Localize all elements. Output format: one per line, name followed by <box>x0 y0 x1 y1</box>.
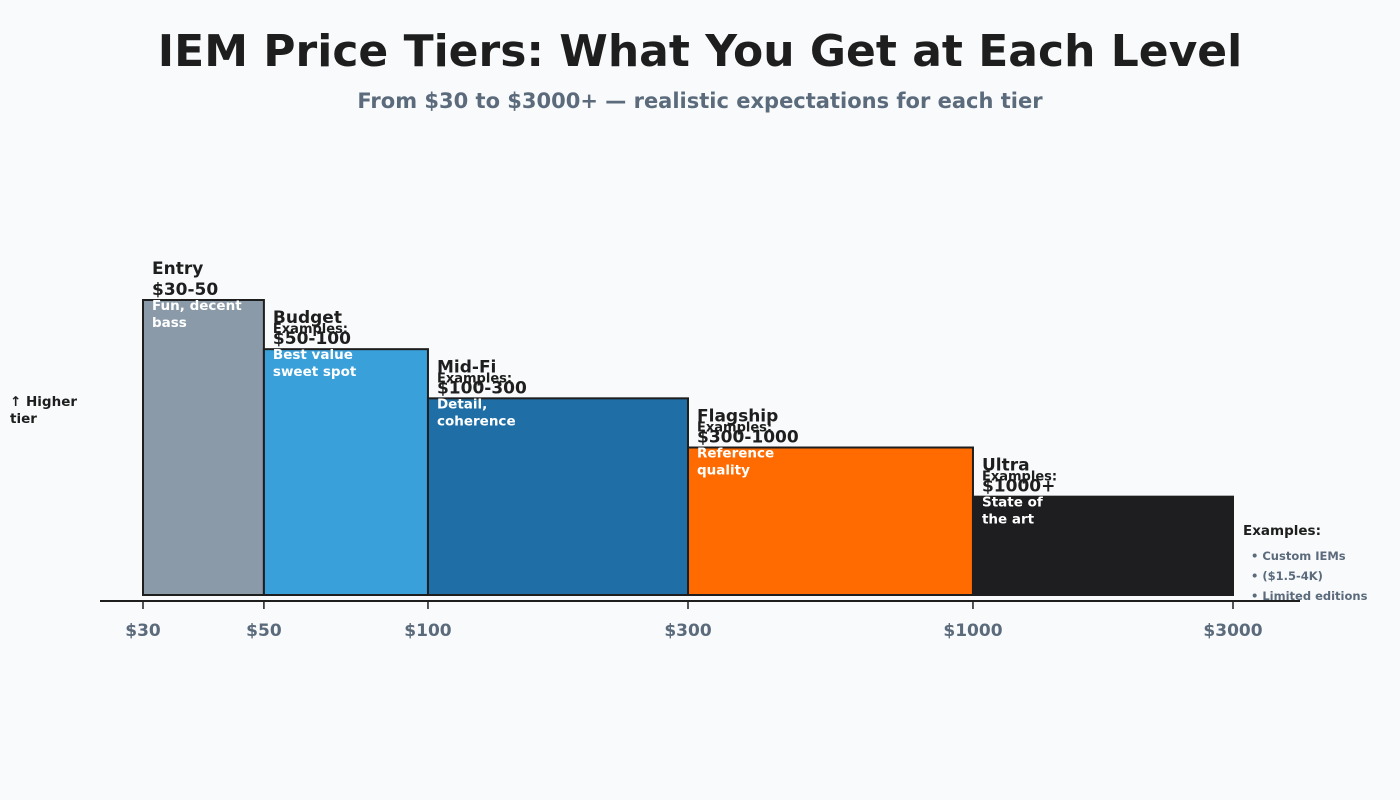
y-axis-label-line-1: ↑ Higher <box>10 394 77 410</box>
tier-bars <box>142 299 1235 597</box>
y-axis-label-line-2: tier <box>10 411 37 427</box>
tier-examples-label-mid-fi: Examples: <box>437 371 512 386</box>
x-tick-label: $30 <box>125 621 161 641</box>
tier-examples-label-flagship: Examples: <box>697 421 772 436</box>
tier-name-entry: Entry <box>152 259 203 279</box>
tier-desc-flagship-1: Reference <box>697 446 774 462</box>
tier-range-budget: $50-100 <box>273 329 351 349</box>
tier-desc-entry-1: Fun, decent <box>152 298 242 314</box>
bar-budget <box>262 348 429 596</box>
tier-range-entry: $30-50 <box>152 280 218 300</box>
tier-desc-budget-1: Best value <box>273 347 353 363</box>
tier-desc-ultra-2: the art <box>982 512 1035 528</box>
tier-name-budget: Budget <box>273 308 342 328</box>
chart-title: IEM Price Tiers: What You Get at Each Le… <box>158 26 1242 77</box>
tier-name-flagship: Flagship <box>697 407 778 427</box>
x-tick-label: $50 <box>246 621 282 641</box>
tier-desc-entry-2: bass <box>152 315 187 331</box>
tier-desc-mid-fi-2: coherence <box>437 413 516 429</box>
tier-desc-ultra-1: State of <box>982 495 1043 511</box>
bar-ultra <box>971 495 1235 596</box>
tier-desc-budget-2: sweet spot <box>273 364 357 380</box>
x-axis-ticks: $30 $50 $100 $300 $1000 $3000 <box>125 601 1263 641</box>
x-tick-label: $1000 <box>943 621 1002 641</box>
tier-range-mid-fi: $100-300 <box>437 378 527 398</box>
bar-flagship <box>687 446 974 596</box>
x-tick-label: $3000 <box>1203 621 1262 641</box>
tier-name-mid-fi: Mid-Fi <box>437 357 496 377</box>
tier-desc-mid-fi-1: Detail, <box>437 396 487 412</box>
tier-name-ultra: Ultra <box>982 456 1030 476</box>
tier-desc-flagship-2: quality <box>697 463 750 479</box>
tier-examples-label-ultra: Examples: <box>982 470 1057 485</box>
side-note-item-1: • Custom IEMs <box>1251 549 1346 563</box>
chart-subtitle: From $30 to $3000+ — realistic expectati… <box>357 89 1043 113</box>
side-note: Examples: • Custom IEMs • ($1.5-4K) • Li… <box>1243 523 1368 603</box>
side-note-item-3: • Limited editions <box>1251 589 1368 603</box>
side-note-heading: Examples: <box>1243 523 1321 539</box>
tier-examples-label-budget: Examples: <box>273 322 348 337</box>
tier-range-flagship: $300-1000 <box>697 428 799 448</box>
tier-range-ultra: $1000+ <box>982 477 1055 497</box>
x-tick-label: $300 <box>664 621 711 641</box>
bar-entry <box>142 299 265 596</box>
y-axis-label: ↑ Higher tier <box>10 394 82 427</box>
side-note-item-2: • ($1.5-4K) <box>1251 569 1323 583</box>
bar-mid-fi <box>426 397 689 597</box>
x-tick-label: $100 <box>404 621 451 641</box>
